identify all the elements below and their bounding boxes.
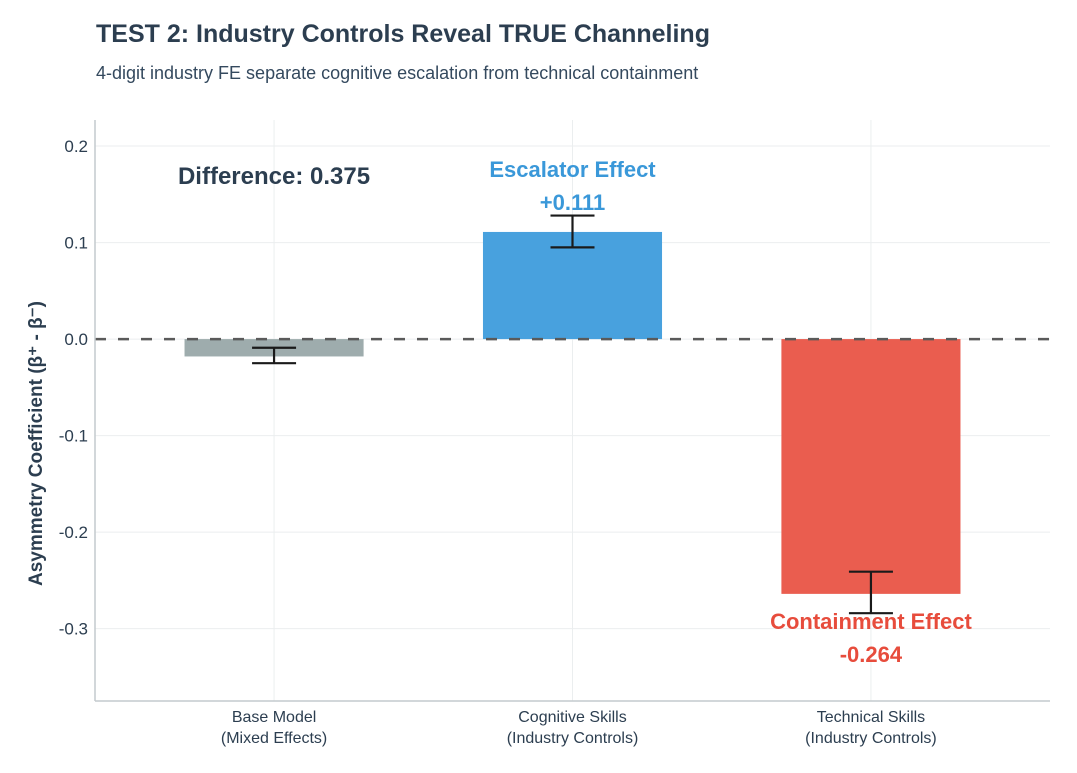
y-axis-label: Asymmetry Coefficient (β⁺ - β⁻) xyxy=(26,301,47,586)
axes xyxy=(94,120,1050,702)
x-tick-label: Base Model xyxy=(232,709,317,726)
x-tick-label: (Mixed Effects) xyxy=(221,730,327,747)
x-tick-label: (Industry Controls) xyxy=(507,730,639,747)
y-tick-label: 0.2 xyxy=(64,137,88,156)
escalator-effect-label: Escalator Effect xyxy=(489,157,656,182)
y-tick-label: 0.1 xyxy=(64,234,88,253)
bar xyxy=(781,339,961,594)
x-tick-label: Technical Skills xyxy=(817,709,925,726)
chart-title: TEST 2: Industry Controls Reveal TRUE Ch… xyxy=(96,20,710,48)
y-tick-label: 0.0 xyxy=(64,330,88,349)
bar xyxy=(482,231,663,340)
y-tick-labels: 0.2 0.1 0.0 -0.1 -0.2 -0.3 xyxy=(59,137,88,639)
y-tick-label: -0.2 xyxy=(59,523,88,542)
y-tick-label: -0.1 xyxy=(59,427,88,446)
chart-subtitle: 4-digit industry FE separate cognitive e… xyxy=(96,63,699,83)
escalator-effect-value: +0.111 xyxy=(540,190,605,215)
y-tick-label: -0.3 xyxy=(59,620,88,639)
containment-effect-label: Containment Effect xyxy=(770,609,972,634)
x-tick-label: (Industry Controls) xyxy=(805,730,937,747)
x-tick-labels: Base Model (Mixed Effects) Cognitive Skill… xyxy=(221,709,937,747)
x-tick-label: Cognitive Skills xyxy=(518,709,626,726)
error-bars xyxy=(252,214,893,615)
containment-effect-value: -0.264 xyxy=(840,642,903,667)
difference-annotation: Difference: 0.375 xyxy=(178,163,370,190)
